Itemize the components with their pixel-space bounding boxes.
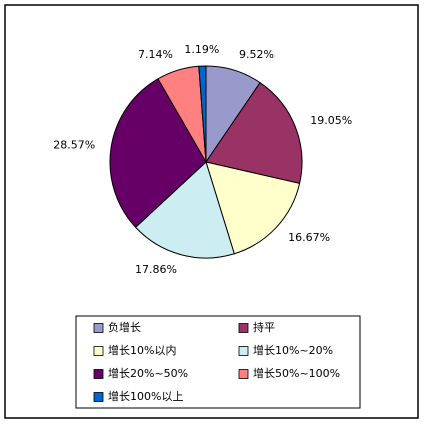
legend-box (75, 315, 361, 409)
legend-label: 持平 (253, 320, 275, 334)
legend-swatch (238, 346, 249, 356)
legend-swatch (93, 392, 104, 402)
legend-label: 增长10%~20% (253, 343, 333, 357)
legend-swatch (238, 369, 249, 379)
pie-slice (109, 78, 207, 228)
legend-swatch (93, 346, 104, 356)
data-label: 7.14% (138, 48, 173, 61)
legend-label: 增长10%以内 (108, 343, 176, 357)
legend-swatch (93, 323, 104, 333)
legend-label: 负增长 (108, 320, 141, 334)
data-label: 16.67% (288, 231, 330, 244)
legend-swatch (93, 369, 104, 379)
pie-slice (134, 161, 235, 259)
legend-label: 增长100%以上 (108, 389, 183, 403)
pie-slice (205, 81, 303, 184)
data-label: 9.52% (239, 48, 274, 61)
legend-label: 增长50%~100% (253, 366, 340, 380)
data-label: 19.05% (310, 114, 352, 127)
legend-swatch (238, 323, 249, 333)
pie-slice (205, 161, 301, 255)
pie-slice (198, 65, 207, 163)
data-label: 28.57% (53, 138, 95, 151)
legend-label: 增长20%~50% (108, 366, 188, 380)
data-label: 1.19% (184, 43, 219, 56)
data-label: 17.86% (135, 263, 177, 276)
